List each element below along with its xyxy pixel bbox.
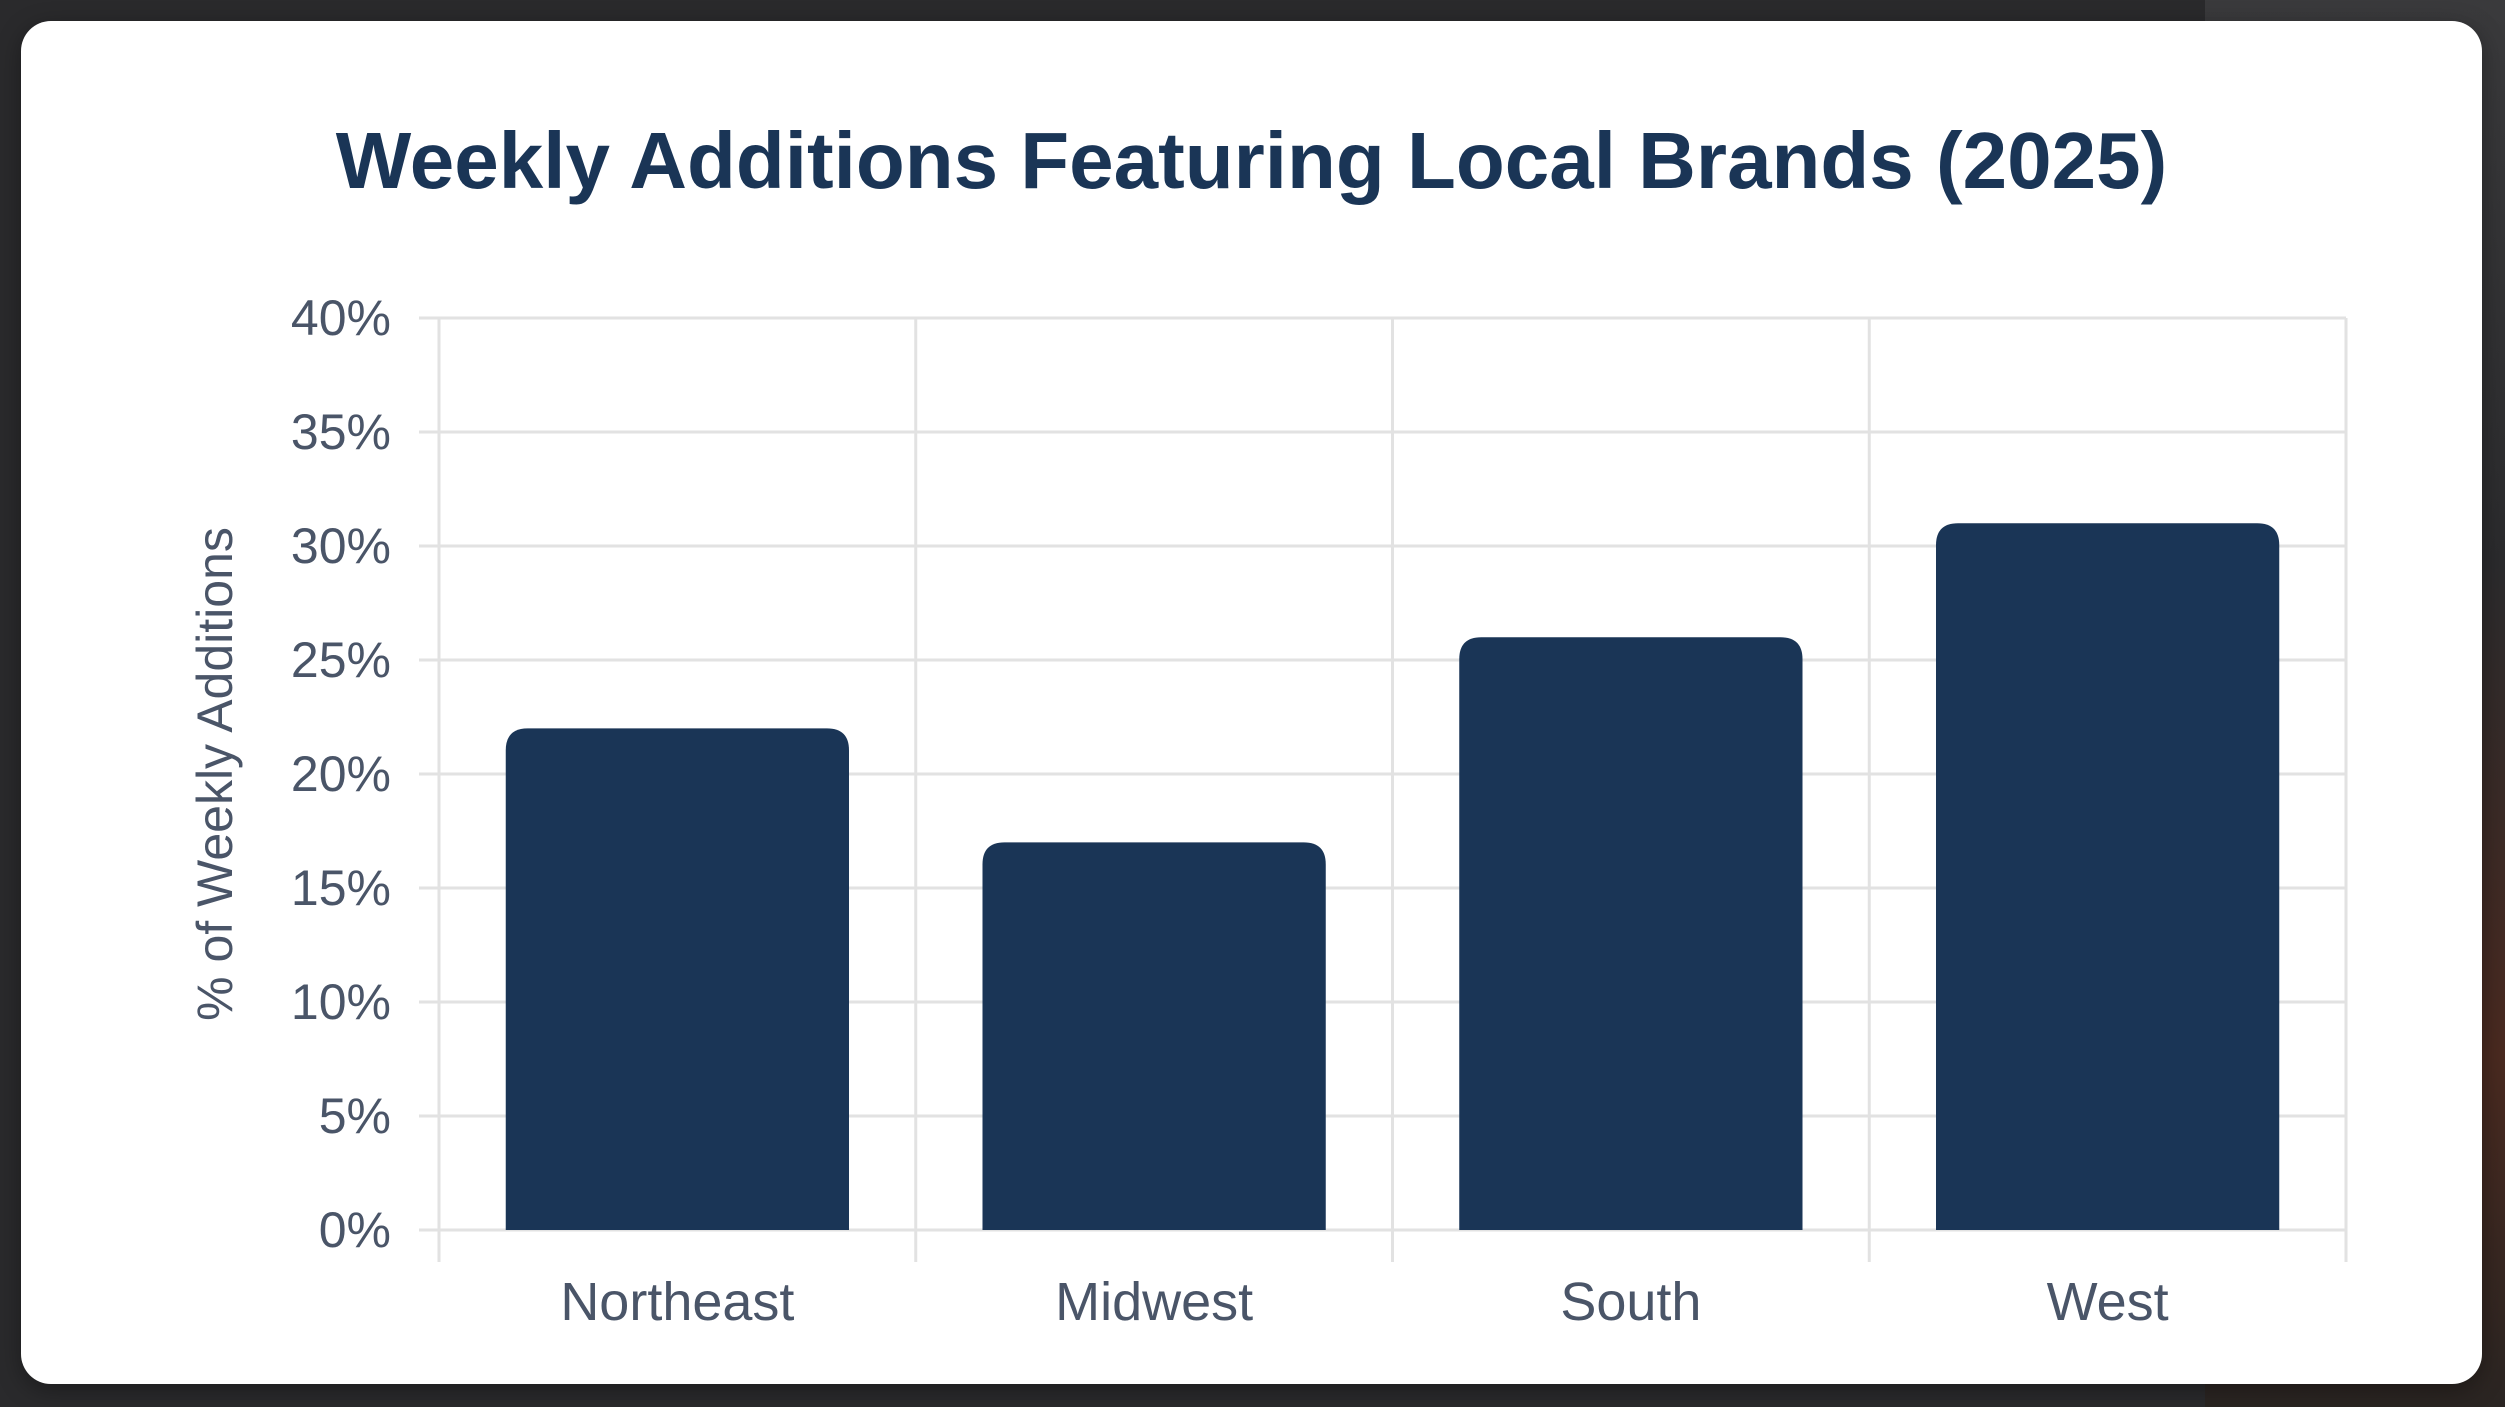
y-tick-label: 5% — [319, 1088, 391, 1144]
chart-title: Weekly Additions Featuring Local Brands … — [335, 116, 2168, 205]
y-tick-label: 30% — [291, 518, 391, 574]
bars — [505, 523, 2280, 1230]
y-tick-label: 20% — [291, 746, 391, 802]
bar-south — [1459, 637, 1803, 1230]
y-tick-label: 40% — [291, 290, 391, 346]
x-category-label: Northeast — [560, 1272, 794, 1332]
x-category-label: Midwest — [1055, 1272, 1253, 1332]
bar-chart: 0% 5% 10% 15% 20% 25% 30% 35% 40% Northeast Midwe… — [187, 290, 2348, 1332]
bar-northeast — [505, 728, 850, 1230]
x-category-labels: Northeast Midwest South West — [560, 1272, 2168, 1332]
y-tick-label: 10% — [291, 974, 391, 1030]
y-tick-label: 35% — [291, 404, 391, 460]
y-tick-label: 15% — [291, 860, 391, 916]
y-axis-title: % of Weekly Additions — [187, 527, 243, 1021]
y-tick-label: 25% — [291, 632, 391, 688]
y-tick-labels: 0% 5% 10% 15% 20% 25% 30% 35% 40% — [291, 290, 391, 1258]
bar-west — [1935, 523, 2280, 1230]
y-tick-label: 0% — [319, 1202, 391, 1258]
chart-card: Weekly Additions Featuring Local Brands … — [21, 21, 2482, 1384]
x-category-label: West — [2047, 1272, 2169, 1332]
bar-midwest — [982, 842, 1326, 1230]
x-category-label: South — [1560, 1272, 1701, 1332]
